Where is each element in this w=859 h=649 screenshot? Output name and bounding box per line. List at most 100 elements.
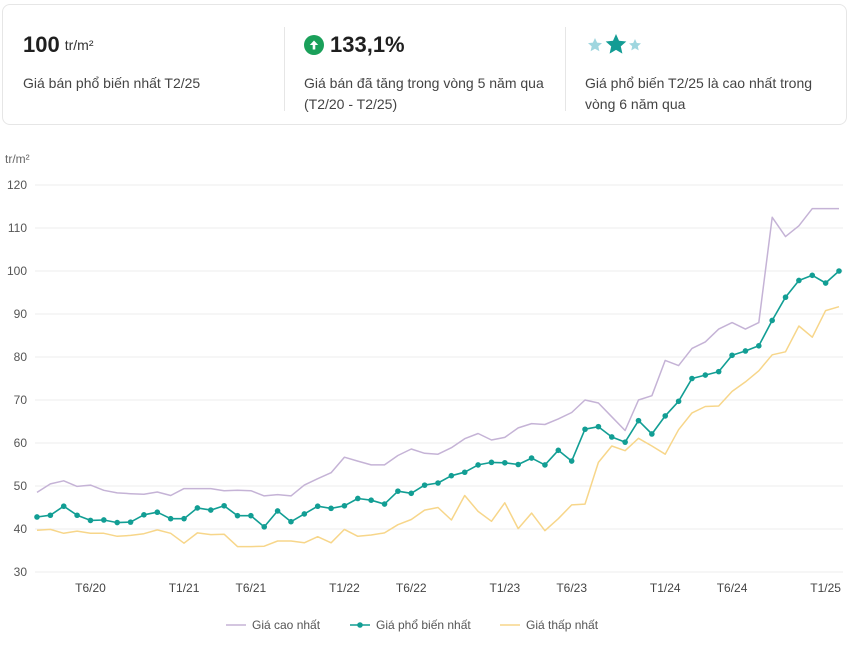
- data-point: [194, 505, 201, 511]
- star-icon: [605, 34, 627, 54]
- x-tick-label: T6/20: [75, 581, 106, 595]
- data-point: [314, 503, 321, 510]
- data-point: [515, 461, 521, 468]
- data-point: [622, 439, 628, 445]
- data-point: [715, 368, 722, 375]
- data-point: [34, 514, 40, 520]
- data-point: [769, 317, 775, 324]
- data-point: [101, 517, 107, 523]
- data-point: [649, 431, 655, 437]
- x-tick-label: T6/21: [236, 581, 267, 595]
- y-tick-label: 110: [8, 221, 27, 235]
- data-point: [836, 268, 842, 274]
- rating-stars: [585, 31, 826, 59]
- data-point: [288, 518, 294, 525]
- data-point: [181, 515, 187, 522]
- data-point: [608, 434, 615, 440]
- x-tick-label: T6/23: [556, 581, 587, 595]
- data-point: [221, 502, 227, 509]
- growth-label: Giá bán đã tăng trong vòng 5 năm qua (T2…: [304, 75, 544, 112]
- rating-label: Giá phổ biến T2/25 là cao nhất trong vòn…: [585, 75, 813, 112]
- y-tick-label: 100: [7, 264, 27, 278]
- y-axis-label: tr/m²: [5, 152, 30, 166]
- x-tick-label: T6/24: [717, 581, 748, 595]
- x-tick-label: T1/23: [489, 581, 520, 595]
- data-point: [301, 511, 308, 517]
- data-point: [435, 480, 441, 486]
- data-point: [475, 462, 481, 468]
- data-point: [488, 459, 495, 466]
- x-tick-label: T1/21: [169, 581, 200, 595]
- popular-price-stat: 100 tr/m² Giá bán phổ biến nhất T2/25: [3, 5, 284, 124]
- legend-label-low: Giá thấp nhất: [526, 618, 599, 632]
- data-point: [702, 372, 709, 378]
- data-point: [782, 294, 789, 301]
- x-tick-label: T1/22: [329, 581, 360, 595]
- data-point: [87, 517, 94, 524]
- data-point: [341, 502, 348, 509]
- x-tick-label: T6/22: [396, 581, 427, 595]
- price-chart: tr/m² 30 40 50 60 70 80 90 100 110 120 T6/20 T1/21 T6…: [0, 140, 859, 644]
- popular-price-unit: tr/m²: [64, 37, 94, 53]
- data-point: [742, 348, 749, 354]
- data-point: [756, 343, 762, 349]
- series-line-high: [36, 207, 839, 497]
- data-point: [234, 512, 241, 519]
- data-point: [47, 512, 54, 519]
- data-point: [167, 515, 174, 522]
- legend-label-high: Giá cao nhất: [252, 618, 321, 632]
- x-tick-label: T1/25: [810, 581, 841, 595]
- data-point: [822, 280, 829, 286]
- y-tick-label: 70: [14, 393, 28, 407]
- popular-price-label: Giá bán phổ biến nhất T2/25: [23, 75, 201, 91]
- data-point: [635, 417, 642, 424]
- y-tick-label: 120: [7, 178, 27, 192]
- data-point: [154, 509, 161, 516]
- y-tick-label: 90: [14, 307, 28, 321]
- arrow-up-circle-icon: [304, 35, 324, 55]
- data-point: [421, 482, 428, 488]
- data-point: [274, 508, 281, 514]
- data-point: [207, 507, 214, 513]
- data-point: [141, 512, 147, 518]
- data-point: [381, 501, 388, 507]
- y-tick-label: 30: [14, 565, 28, 579]
- data-point: [114, 519, 120, 526]
- data-point: [542, 462, 548, 468]
- data-point: [261, 524, 268, 530]
- data-point: [662, 413, 669, 419]
- data-point: [555, 447, 562, 454]
- popular-price-value: 100 tr/m²: [23, 31, 264, 59]
- data-point: [248, 512, 254, 519]
- data-point: [395, 488, 401, 494]
- y-tick-label: 80: [14, 350, 28, 364]
- data-point: [355, 495, 361, 502]
- price-chart-svg: tr/m² 30 40 50 60 70 80 90 100 110 120 T6/20 T1/21 T6…: [5, 152, 843, 632]
- data-point: [595, 423, 602, 430]
- data-point: [461, 469, 468, 476]
- data-point: [809, 272, 816, 279]
- data-point: [74, 512, 80, 519]
- data-point: [528, 455, 535, 461]
- data-point: [729, 352, 735, 359]
- rating-stat: Giá phổ biến T2/25 là cao nhất trong vòn…: [565, 5, 846, 124]
- data-point: [448, 472, 455, 479]
- data-point: [127, 519, 134, 525]
- series-line-low: [36, 305, 840, 548]
- legend-label-popular: Giá phổ biến nhất: [376, 618, 471, 632]
- y-tick-label: 60: [14, 436, 28, 450]
- x-tick-label: T1/24: [650, 581, 681, 595]
- growth-stat: 133,1% Giá bán đã tăng trong vòng 5 năm …: [284, 5, 565, 124]
- y-tick-label: 50: [14, 479, 28, 493]
- data-point: [796, 277, 802, 284]
- data-point: [675, 398, 682, 405]
- series-line-popular: [36, 270, 840, 528]
- data-point: [328, 505, 334, 512]
- data-point: [582, 426, 588, 433]
- data-point: [408, 490, 415, 497]
- star-icon: [629, 39, 641, 51]
- summary-card: 100 tr/m² Giá bán phổ biến nhất T2/25 13…: [2, 4, 847, 125]
- data-point: [568, 458, 575, 464]
- data-point: [689, 375, 695, 382]
- growth-percent: 133,1%: [330, 32, 405, 57]
